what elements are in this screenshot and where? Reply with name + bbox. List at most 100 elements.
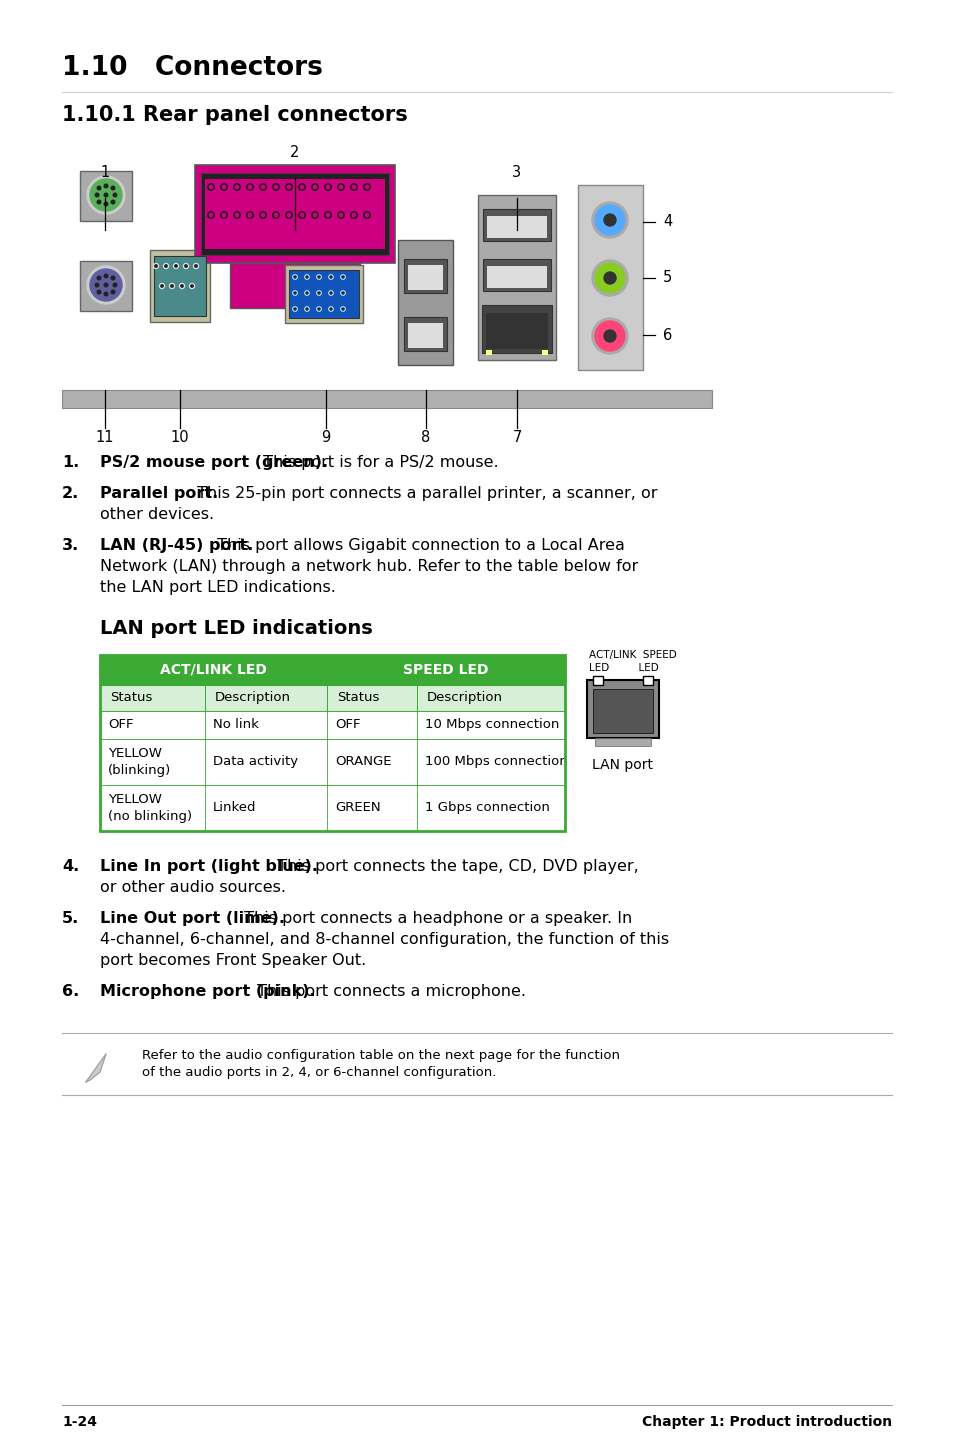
Circle shape [324,184,331,190]
Circle shape [341,276,344,278]
Circle shape [304,290,309,295]
Circle shape [330,308,332,311]
Text: 8: 8 [421,430,430,444]
Circle shape [104,203,108,206]
Circle shape [247,184,253,190]
Circle shape [90,178,122,211]
Text: port becomes Front Speaker Out.: port becomes Front Speaker Out. [100,953,366,968]
Bar [403,316,447,351]
Bar [150,250,210,322]
Circle shape [317,276,319,278]
Circle shape [306,308,308,311]
Text: Network (LAN) through a network hub. Refer to the table below for: Network (LAN) through a network hub. Ref… [100,559,638,574]
Bar [485,313,547,349]
Text: of the audio ports in 2, 4, or 6-channel configuration.: of the audio ports in 2, 4, or 6-channel… [142,1066,496,1078]
Text: Parallel port.: Parallel port. [100,486,218,500]
Bar [541,349,547,355]
Circle shape [220,211,227,219]
Bar [100,654,327,684]
Bar [481,305,552,352]
Circle shape [259,184,266,190]
Circle shape [317,292,319,293]
Circle shape [181,285,183,288]
Bar [408,265,442,290]
Circle shape [595,263,624,293]
Circle shape [329,275,333,279]
Circle shape [294,292,295,293]
Circle shape [300,186,303,188]
Circle shape [97,200,101,204]
Text: This port allows Gigabit connection to a Local Area: This port allows Gigabit connection to a… [212,538,624,554]
Text: YELLOW: YELLOW [108,746,162,761]
Circle shape [304,275,309,279]
Circle shape [208,184,214,190]
Text: 2.: 2. [62,486,79,500]
Text: or other audio sources.: or other audio sources. [100,880,286,894]
Bar [397,240,453,365]
Circle shape [193,263,198,269]
Text: OFF: OFF [335,719,360,732]
Circle shape [329,306,333,311]
Circle shape [306,276,308,278]
Text: LAN (RJ-45) port.: LAN (RJ-45) port. [100,538,253,554]
Text: Line Out port (lime).: Line Out port (lime). [100,912,285,926]
Circle shape [603,329,616,342]
Bar [289,270,358,318]
Circle shape [326,186,330,188]
Circle shape [365,213,369,217]
Circle shape [104,283,108,286]
Circle shape [363,211,370,219]
Bar [482,209,551,242]
Circle shape [592,201,627,239]
Text: GREEN: GREEN [335,801,380,814]
Bar [327,654,564,684]
Circle shape [220,184,227,190]
Circle shape [97,290,101,293]
Text: No link: No link [213,719,258,732]
Text: Data activity: Data activity [213,755,297,768]
Text: Status: Status [336,692,379,705]
Circle shape [340,290,345,295]
Circle shape [235,186,238,188]
Circle shape [316,290,321,295]
Text: Status: Status [110,692,152,705]
Circle shape [304,306,309,311]
Circle shape [209,213,213,217]
Circle shape [317,308,319,311]
Text: Description: Description [214,692,291,705]
Bar [205,178,385,249]
Circle shape [209,186,213,188]
Text: Microphone port (pink).: Microphone port (pink). [100,984,315,999]
Text: other devices.: other devices. [100,508,213,522]
Circle shape [194,265,197,267]
Text: 1.10   Connectors: 1.10 Connectors [62,55,322,81]
Bar [285,265,363,324]
Circle shape [170,283,174,289]
Circle shape [293,290,297,295]
Circle shape [337,211,344,219]
Circle shape [603,272,616,283]
Text: This port connects a microphone.: This port connects a microphone. [252,984,525,999]
Circle shape [112,200,114,204]
Bar [477,196,556,360]
Text: LED         LED: LED LED [588,663,659,673]
Circle shape [87,266,125,303]
Text: This 25-pin port connects a parallel printer, a scanner, or: This 25-pin port connects a parallel pri… [193,486,658,500]
Circle shape [113,193,116,197]
Text: 6.: 6. [62,984,79,999]
Circle shape [154,265,157,267]
Text: 11: 11 [95,430,114,444]
Circle shape [104,184,108,188]
Circle shape [341,308,344,311]
Circle shape [153,263,158,269]
Circle shape [592,260,627,296]
Circle shape [159,283,164,289]
Circle shape [351,211,356,219]
Circle shape [208,211,214,219]
Circle shape [171,285,173,288]
Circle shape [95,193,99,197]
Text: 1: 1 [100,165,110,180]
Circle shape [113,283,116,286]
Text: (no blinking): (no blinking) [108,810,192,823]
Bar [482,259,551,290]
